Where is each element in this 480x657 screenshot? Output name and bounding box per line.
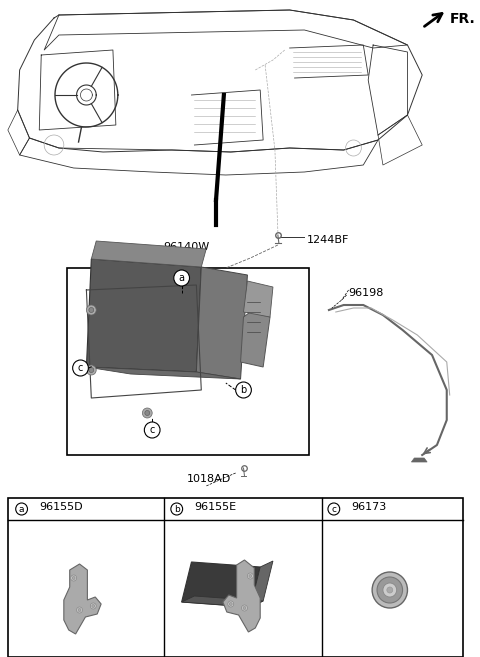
Polygon shape	[91, 241, 206, 267]
Text: 96198: 96198	[348, 288, 384, 298]
Circle shape	[174, 270, 190, 286]
Circle shape	[328, 503, 340, 515]
Circle shape	[249, 574, 252, 578]
Circle shape	[387, 587, 393, 593]
Bar	[8, 498, 464, 657]
Text: 96173: 96173	[351, 502, 387, 512]
Circle shape	[72, 360, 88, 376]
Text: b: b	[174, 505, 180, 514]
Circle shape	[229, 602, 232, 606]
Circle shape	[86, 365, 96, 375]
Polygon shape	[196, 267, 247, 379]
Text: c: c	[78, 363, 83, 373]
Circle shape	[71, 575, 77, 581]
Text: 96155E: 96155E	[194, 502, 237, 512]
Text: 96155D: 96155D	[39, 502, 83, 512]
Polygon shape	[86, 259, 201, 372]
Text: a: a	[19, 505, 24, 514]
Circle shape	[92, 604, 95, 608]
Text: c: c	[149, 425, 155, 435]
Circle shape	[171, 503, 182, 515]
Circle shape	[236, 382, 252, 398]
Circle shape	[16, 503, 27, 515]
Text: b: b	[240, 385, 247, 395]
Text: 1244BF: 1244BF	[306, 235, 348, 245]
Circle shape	[228, 601, 234, 607]
Circle shape	[77, 607, 83, 613]
Bar	[67, 268, 309, 455]
Circle shape	[247, 573, 253, 579]
Polygon shape	[240, 312, 270, 367]
Circle shape	[145, 411, 150, 415]
Text: FR.: FR.	[450, 12, 476, 26]
Text: 96140W: 96140W	[163, 242, 210, 252]
Circle shape	[377, 577, 403, 603]
Circle shape	[383, 583, 396, 597]
Polygon shape	[251, 561, 273, 607]
Circle shape	[86, 305, 96, 315]
Circle shape	[90, 603, 96, 609]
Text: 1018AD: 1018AD	[187, 474, 231, 484]
Polygon shape	[181, 562, 260, 607]
Polygon shape	[86, 367, 240, 379]
Circle shape	[144, 422, 160, 438]
Circle shape	[372, 572, 408, 608]
Circle shape	[243, 606, 246, 610]
Polygon shape	[411, 458, 427, 462]
Circle shape	[89, 307, 94, 313]
Polygon shape	[64, 564, 101, 634]
Circle shape	[78, 608, 81, 612]
Polygon shape	[243, 281, 273, 317]
Circle shape	[241, 605, 247, 611]
Circle shape	[89, 367, 94, 373]
Text: c: c	[331, 505, 336, 514]
Circle shape	[72, 576, 75, 579]
Polygon shape	[223, 560, 260, 632]
Circle shape	[143, 408, 152, 418]
Text: a: a	[179, 273, 185, 283]
Polygon shape	[181, 596, 263, 607]
